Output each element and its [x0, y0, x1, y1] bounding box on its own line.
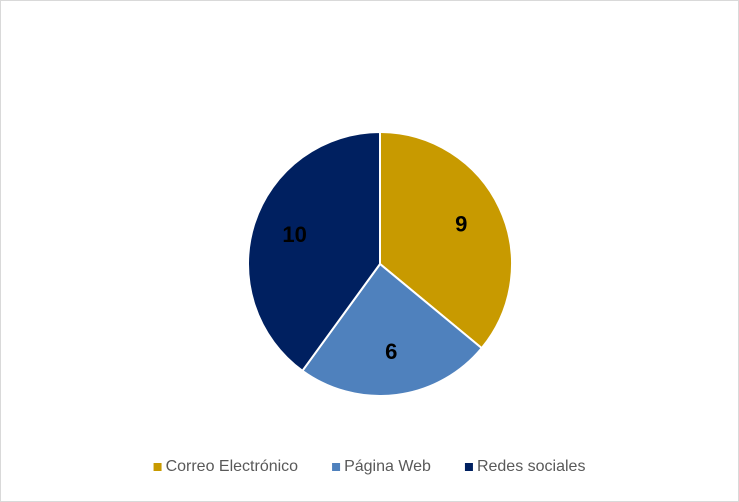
- pie-slice: [301, 262, 484, 397]
- pie-slice: [247, 130, 381, 373]
- pie-slice: [379, 130, 513, 350]
- legend-label: Correo Electrónico: [166, 458, 299, 475]
- legend-label: Página Web: [344, 458, 431, 475]
- data-label: 10: [282, 222, 306, 247]
- data-label: 9: [455, 212, 467, 237]
- legend-label: Redes sociales: [477, 458, 586, 475]
- legend-swatch: [153, 463, 162, 471]
- legend-swatch: [464, 463, 473, 471]
- data-label: 6: [385, 339, 397, 364]
- legend-swatch: [332, 463, 341, 471]
